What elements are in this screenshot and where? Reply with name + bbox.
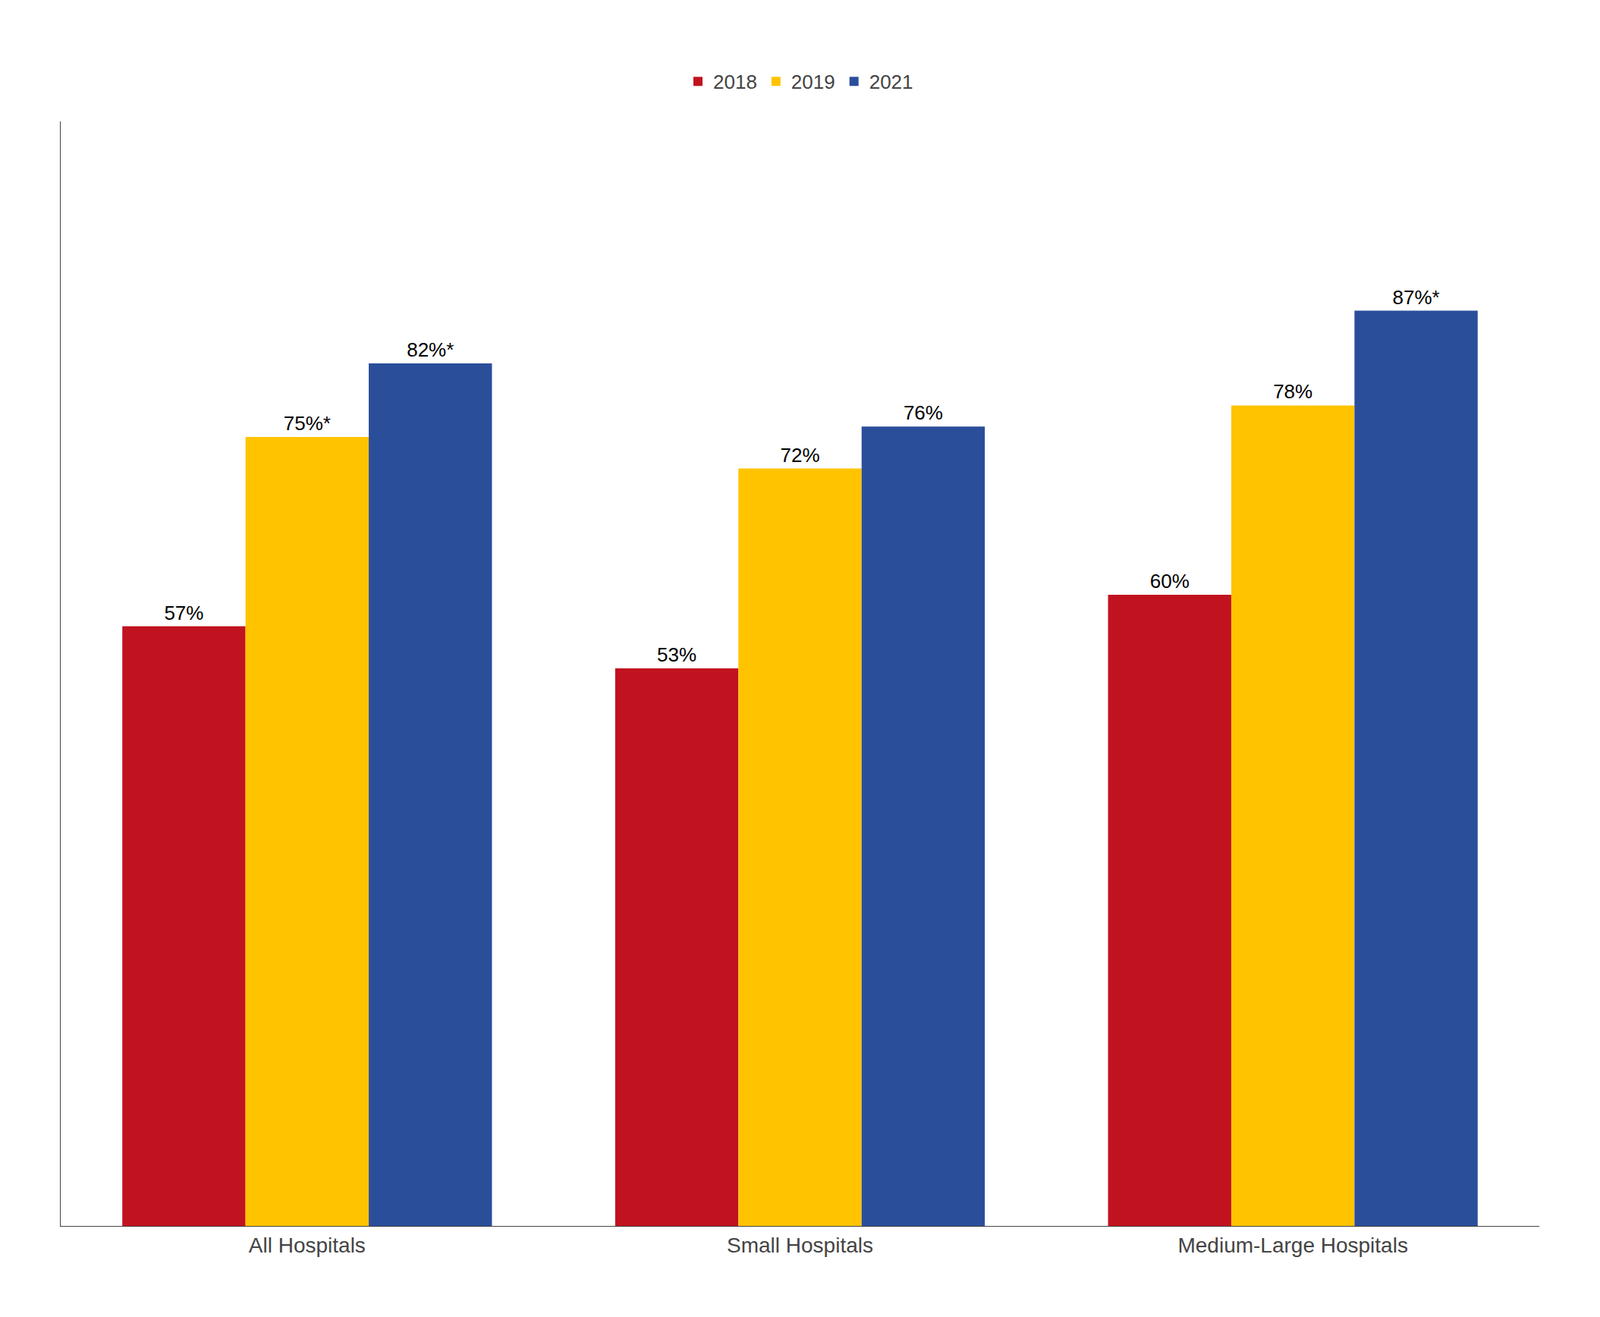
svg-text:60%: 60% <box>1150 569 1190 593</box>
svg-text:2019: 2019 <box>791 70 836 94</box>
svg-text:All Hospitals: All Hospitals <box>248 1233 366 1258</box>
svg-text:87%*: 87%* <box>1392 286 1440 309</box>
svg-text:76%: 76% <box>903 401 944 425</box>
svg-text:75%*: 75%* <box>283 411 331 435</box>
svg-text:53%: 53% <box>656 643 697 667</box>
svg-text:72%: 72% <box>779 443 820 467</box>
svg-text:2021: 2021 <box>869 70 914 94</box>
svg-text:82%*: 82%* <box>406 338 454 362</box>
svg-text:Medium-Large Hospitals: Medium-Large Hospitals <box>1177 1233 1408 1258</box>
svg-text:57%: 57% <box>163 601 204 625</box>
svg-text:Small Hospitals: Small Hospitals <box>726 1233 874 1258</box>
svg-text:78%: 78% <box>1273 380 1313 403</box>
svg-text:2018: 2018 <box>713 70 758 94</box>
